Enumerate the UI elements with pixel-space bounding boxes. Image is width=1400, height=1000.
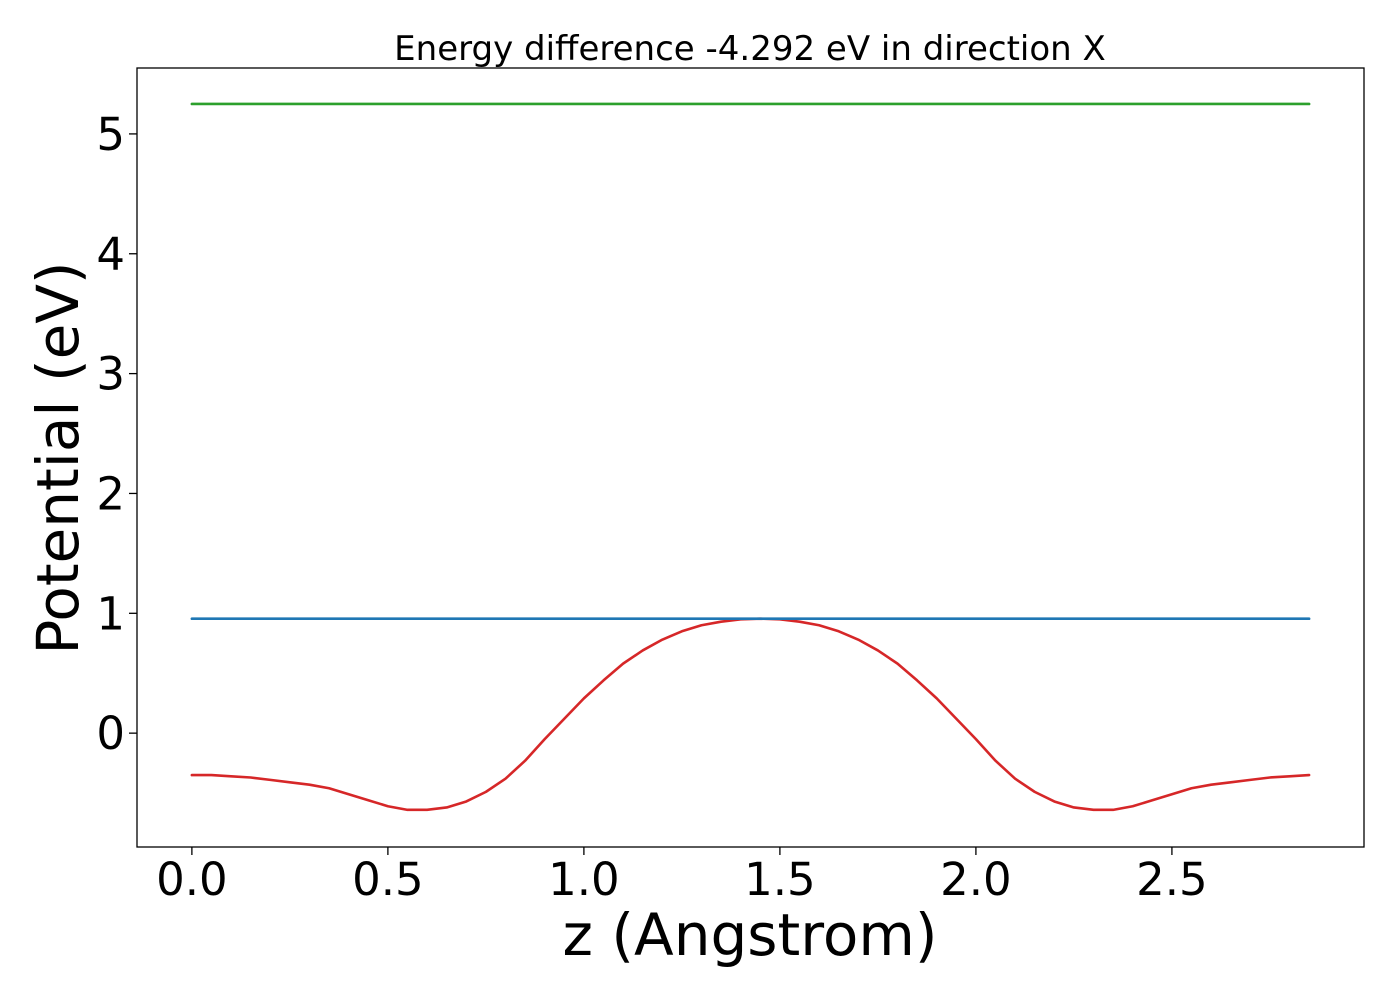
y-tick-label: 4 <box>96 228 125 281</box>
chart-title: Energy difference -4.292 eV in direction… <box>394 29 1106 69</box>
x-tick-label: 0.0 <box>156 853 228 906</box>
x-tick-label: 0.5 <box>352 853 424 906</box>
y-axis-label: Potential (eV) <box>24 261 92 654</box>
y-tick-label: 0 <box>96 707 125 760</box>
plot-area <box>190 102 1311 812</box>
y-axis: 0 1 2 3 4 5 <box>96 108 137 760</box>
y-tick-label: 5 <box>96 108 125 161</box>
x-axis-label: z (Angstrom) <box>563 901 938 969</box>
y-tick-label: 2 <box>96 467 125 520</box>
y-tick-label: 1 <box>96 587 125 640</box>
y-tick-label: 3 <box>96 348 125 401</box>
x-tick-label: 1.0 <box>548 853 620 906</box>
plot-frame <box>136 67 1365 848</box>
x-tick-label: 2.5 <box>1136 853 1208 906</box>
x-axis: 0.0 0.5 1.0 1.5 2.0 2.5 <box>156 847 1208 906</box>
x-tick-label: 1.5 <box>744 853 816 906</box>
x-tick-label: 2.0 <box>940 853 1012 906</box>
